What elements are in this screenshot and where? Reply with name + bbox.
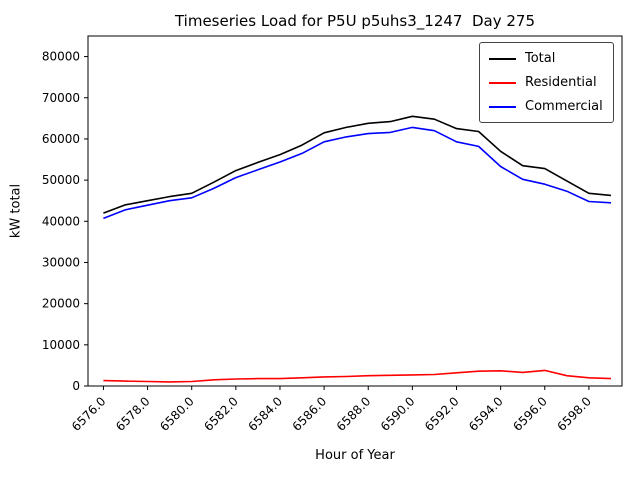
legend-label: Residential: [525, 75, 597, 90]
series-line-commercial: [103, 126, 612, 220]
axes-frame: [87, 35, 623, 387]
y-axis-tick-label: 70000: [42, 91, 80, 105]
x-axis-label: Hour of Year: [315, 448, 395, 463]
x-axis-tick-label: 6598.0: [554, 394, 594, 434]
legend-item-residential: Residential: [489, 75, 604, 90]
y-axis-tick-label: 0: [72, 379, 80, 393]
x-axis-tick-label: 6586.0: [290, 394, 330, 434]
y-axis-tick-label: 30000: [42, 255, 80, 269]
chart-title: Timeseries Load for P5U p5uhs3_1247 Day …: [174, 12, 536, 30]
legend-item-total: Total: [489, 51, 604, 66]
y-axis-tick-label: 50000: [42, 173, 80, 187]
y-axis-tick-label: 20000: [42, 297, 80, 311]
x-axis-tick-label: 6578.0: [113, 394, 153, 434]
y-axis-tick-label: 60000: [42, 132, 80, 146]
x-axis-tick-label: 6592.0: [422, 394, 462, 434]
legend-label: Commercial: [525, 99, 603, 114]
x-axis-tick-label: 6576.0: [69, 394, 109, 434]
x-axis-tick-label: 6588.0: [334, 394, 374, 434]
legend-line-sample: [489, 57, 516, 60]
x-axis-tick-label: 6582.0: [201, 394, 241, 434]
x-axis-tick-label: 6590.0: [378, 394, 418, 434]
x-axis-tick-label: 6596.0: [510, 394, 550, 434]
legend-item-commercial: Commercial: [489, 99, 604, 114]
x-axis-tick-label: 6584.0: [245, 394, 285, 434]
legend-label: Total: [525, 51, 556, 66]
y-axis-tick-label: 10000: [42, 338, 80, 352]
x-axis-tick-label: 6580.0: [157, 394, 197, 434]
y-axis-tick-label: 40000: [42, 214, 80, 228]
legend-line-sample: [489, 81, 516, 84]
y-axis-label: kW total: [8, 183, 24, 239]
series-line-total: [103, 115, 612, 214]
series-line-residential: [103, 369, 612, 383]
x-axis-tick-label: 6594.0: [466, 394, 506, 434]
y-axis-tick-label: 80000: [42, 50, 80, 64]
legend-line-sample: [489, 105, 516, 108]
legend: Total Residential Commercial: [479, 42, 614, 123]
